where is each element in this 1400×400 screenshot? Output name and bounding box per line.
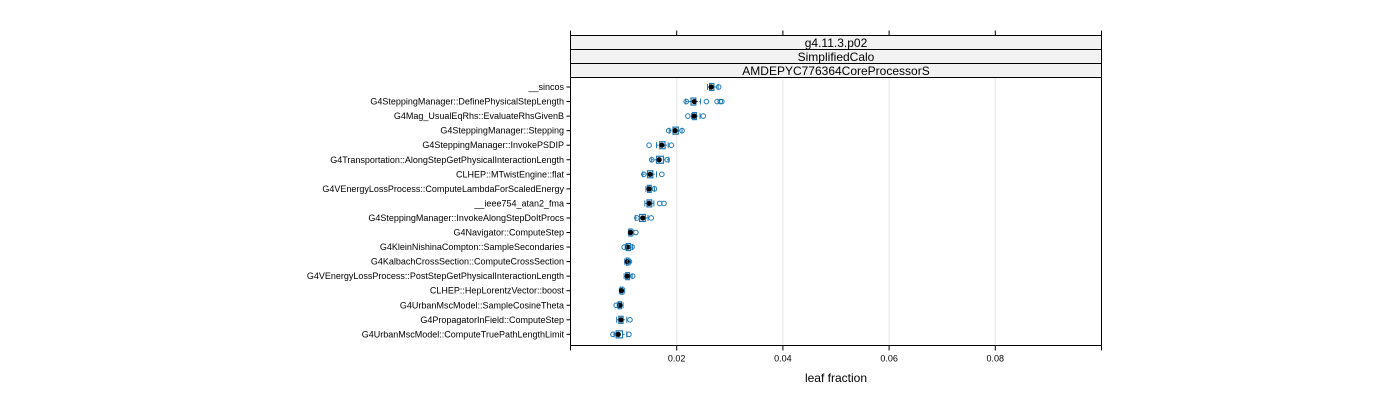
outlier-point: [700, 113, 707, 119]
outlier-point: [629, 244, 635, 250]
box-9: [644, 199, 667, 208]
median-dot: [656, 157, 662, 163]
median-dot: [646, 186, 652, 192]
outlier-point: [634, 215, 640, 221]
outlier-point: [613, 302, 619, 309]
category-label: G4Transportation::AlongStepGetPhysicalIn…: [330, 155, 564, 165]
box-13: [624, 257, 633, 266]
outlier-point: [626, 258, 633, 265]
box-12: [621, 242, 635, 252]
category-label: G4SteppingManager::Stepping: [440, 126, 564, 136]
boxes: [610, 82, 725, 339]
x-tick-label: 0.06: [880, 354, 898, 364]
outlier-point: [626, 331, 632, 338]
category-label: G4Navigator::ComputeStep: [453, 228, 564, 238]
median-dot: [708, 84, 714, 90]
outlier-point: [621, 244, 627, 250]
outlier-point: [715, 84, 722, 90]
category-label: CLHEP::HepLorentzVector::boost: [430, 286, 565, 296]
outlier-point: [719, 98, 725, 105]
median-dot: [618, 317, 624, 323]
box-16: [613, 301, 624, 310]
outlier-point: [640, 171, 647, 178]
box-14: [623, 272, 636, 281]
category-labels: __sincosG4SteppingManager::DefinePhysica…: [307, 82, 571, 339]
outlier-point: [661, 200, 667, 207]
box-7: [640, 170, 665, 179]
outlier-point: [679, 127, 685, 134]
category-label: __sincos: [527, 82, 564, 92]
plot-area-border: [570, 77, 1102, 346]
outlier-point: [703, 98, 710, 105]
panel-strips: g4.11.3.p02 SimplifiedCalo AMDEPYC776364…: [570, 35, 1102, 78]
outlier-point: [648, 156, 655, 163]
outlier-point: [685, 113, 691, 119]
outlier-point: [651, 186, 658, 192]
outlier-point: [648, 215, 655, 221]
median-dot: [659, 142, 665, 148]
median-dot: [691, 98, 697, 105]
median-dot: [624, 273, 630, 279]
box-5: [646, 141, 675, 150]
outlier-point: [629, 273, 636, 279]
outlier-point: [646, 142, 652, 148]
category-label: G4VEnergyLossProcess::PostStepGetPhysica…: [307, 271, 564, 281]
strip-2-label: SimplifiedCalo: [798, 50, 875, 64]
category-label: G4PropagatorInField::ComputeStep: [420, 315, 564, 325]
median-dot: [646, 200, 652, 206]
category-label: __ieee754_atan2_fma: [473, 198, 564, 208]
category-label: G4VEnergyLossProcess::ComputeLambdaForSc…: [322, 184, 564, 194]
median-dot: [647, 171, 653, 177]
box-4: [665, 126, 685, 135]
strip-1-label: g4.11.3.p02: [805, 36, 868, 50]
outlier-point: [665, 127, 672, 134]
outlier-point: [664, 156, 670, 163]
strip-3-label: AMDEPYC776364CoreProcessorS: [742, 64, 929, 78]
x-axis: 0.02 0.04 0.06 0.08: [570, 30, 1102, 364]
outlier-point: [610, 331, 616, 338]
category-label: G4KalbachCrossSection::ComputeCrossSecti…: [371, 257, 564, 267]
category-label: G4UrbanMscModel::ComputeTruePathLengthLi…: [362, 329, 565, 339]
median-dot: [691, 113, 697, 119]
box-15: [618, 286, 626, 295]
outlier-point: [627, 317, 633, 323]
gridlines: [676, 77, 996, 346]
box-17: [616, 315, 633, 324]
box-6: [648, 155, 670, 164]
x-tick-label: 0.04: [774, 354, 792, 364]
category-label: G4KleinNishinaCompton::SampleSecondaries: [380, 242, 565, 252]
median-dot: [627, 229, 634, 236]
outlier-point: [659, 171, 665, 178]
category-label: G4SteppingManager::DefinePhysicalStepLen…: [370, 97, 564, 107]
box-18: [610, 330, 632, 339]
box-2: [683, 97, 725, 106]
box-1: [706, 82, 722, 92]
median-dot: [672, 128, 678, 134]
median-dot: [618, 288, 625, 294]
median-dot: [640, 215, 646, 221]
category-label: G4Mag_UsualEqRhs::EvaluateRhsGivenB: [394, 111, 564, 121]
x-tick-label: 0.08: [987, 354, 1005, 364]
category-label: G4SteppingManager::InvokeAlongStepDoItPr…: [368, 213, 564, 223]
box-11: [627, 228, 639, 237]
x-tick-label: 0.02: [668, 354, 686, 364]
iqr-box: [655, 155, 665, 164]
median-dot: [615, 331, 621, 337]
outlier-point: [683, 98, 690, 105]
outlier-point: [633, 229, 639, 236]
x-axis-title: leaf fraction: [805, 371, 867, 385]
outlier-point: [668, 142, 675, 148]
box-3: [685, 111, 707, 121]
category-label: CLHEP::MTwistEngine::flat: [456, 169, 565, 179]
category-label: G4SteppingManager::InvokePSDIP: [422, 140, 564, 150]
iqr-box: [646, 170, 654, 179]
box-10: [634, 213, 655, 223]
box-8: [645, 184, 658, 193]
category-label: G4UrbanMscModel::SampleCosineTheta: [400, 300, 564, 310]
